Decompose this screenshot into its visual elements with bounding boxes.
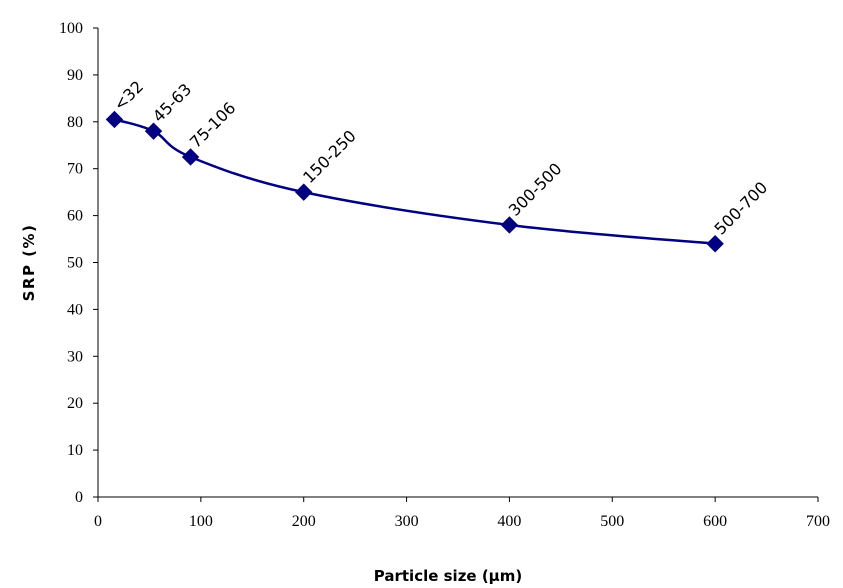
data-label: 75-106	[186, 98, 240, 152]
data-label: 150-250	[299, 126, 360, 187]
y-tick-label: 80	[67, 114, 83, 131]
data-label: <32	[110, 77, 147, 114]
x-axis-ticks: 0 100 200 300 400 500 600 700	[94, 497, 830, 530]
x-axis-title: Particle size (µm)	[374, 567, 522, 585]
series-group	[105, 110, 724, 253]
y-tick-label: 50	[67, 255, 83, 272]
x-tick-label: 400	[497, 513, 521, 530]
data-point-marker	[105, 110, 124, 129]
y-tick-label: 10	[67, 442, 83, 459]
axes	[97, 28, 818, 498]
data-point-marker	[500, 216, 519, 234]
y-tick-label: 70	[67, 161, 83, 178]
y-axis-ticks: 0 10 20 30 40 50 60 70 80 90 100	[59, 20, 98, 506]
y-tick-label: 60	[67, 208, 83, 225]
data-point-marker	[181, 148, 200, 166]
data-point-marker	[144, 122, 163, 140]
data-point-marker	[295, 183, 313, 201]
x-tick-label: 100	[189, 513, 213, 530]
x-tick-label: 0	[94, 513, 102, 530]
x-tick-label: 600	[703, 513, 727, 530]
y-tick-label: 90	[67, 67, 83, 84]
data-label: 300-500	[505, 159, 566, 220]
y-tick-label: 0	[75, 489, 83, 506]
x-tick-label: 200	[292, 513, 316, 530]
y-tick-label: 40	[67, 301, 83, 318]
data-label: 500-700	[711, 178, 772, 239]
data-point-marker	[706, 235, 724, 253]
y-axis-title: SRP (%)	[20, 224, 38, 302]
y-tick-label: 30	[67, 348, 83, 365]
y-tick-label: 100	[59, 20, 83, 37]
x-tick-label: 500	[600, 513, 624, 530]
y-tick-label: 20	[67, 395, 83, 412]
x-tick-label: 300	[395, 513, 419, 530]
data-label: 45-63	[149, 80, 195, 126]
x-tick-label: 700	[806, 513, 830, 530]
